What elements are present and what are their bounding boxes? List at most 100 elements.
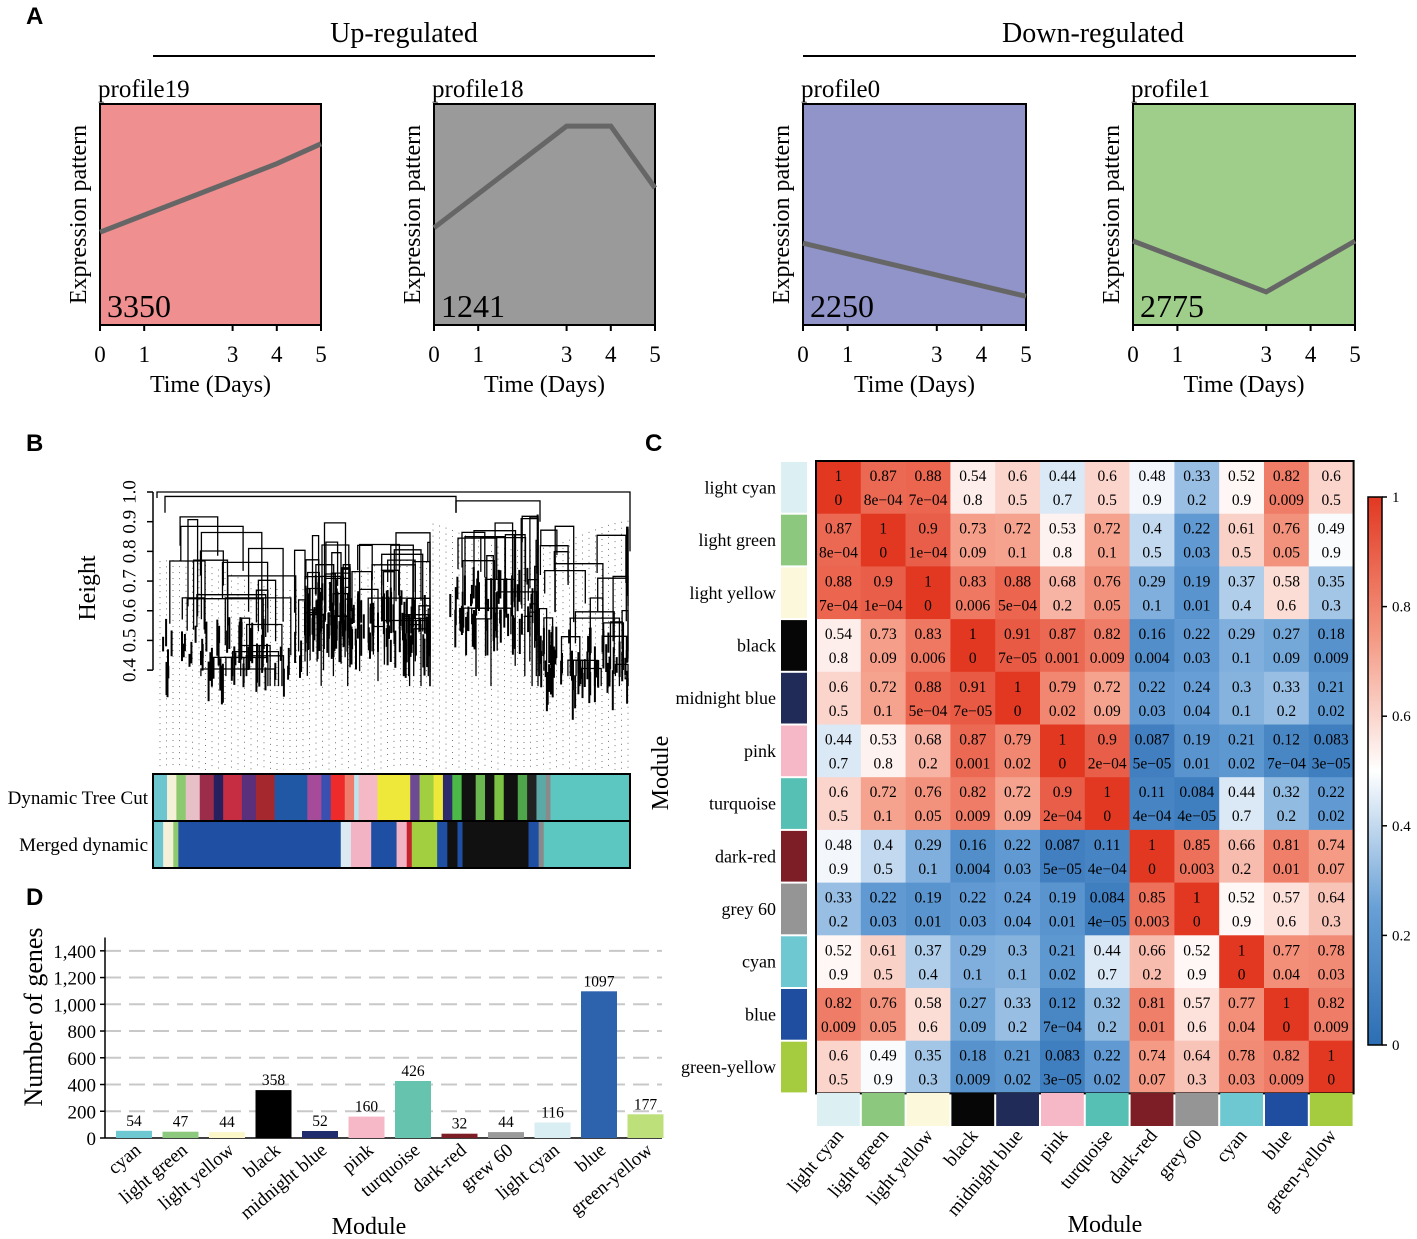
profile0-x-tick-label: 4 — [976, 342, 988, 367]
profile18-x-tick-label: 1 — [472, 342, 484, 367]
heatmap-correlation-value: 0.52 — [1228, 890, 1255, 907]
heatmap-cell — [816, 882, 862, 936]
heatmap-column-swatch — [951, 1093, 995, 1126]
heatmap-correlation-value: 0.22 — [1318, 784, 1345, 801]
heatmap-x-axis-label: Module — [1068, 1212, 1143, 1238]
heatmap-p-value: 0.04 — [1004, 914, 1031, 931]
heatmap-correlation-value: 0.27 — [1273, 626, 1300, 643]
heatmap-cell — [1308, 671, 1354, 725]
heatmap-cell — [950, 777, 996, 831]
heatmap-correlation-value: 0.084 — [1090, 890, 1125, 907]
heatmap-cell — [1129, 882, 1175, 936]
heatmap-cell — [860, 513, 906, 567]
heatmap-cell — [1264, 777, 1310, 831]
heatmap-cell — [950, 671, 996, 725]
bar-value-label: 160 — [355, 1099, 379, 1116]
heatmap-p-value: 0.1 — [1142, 597, 1161, 614]
heatmap-cell — [1129, 724, 1175, 778]
heatmap-p-value: 5e−05 — [1133, 756, 1172, 773]
profile18-x-tick-label: 3 — [561, 342, 573, 367]
heatmap-cell — [950, 935, 996, 989]
profile19-x-tick-label: 3 — [227, 342, 239, 367]
heatmap-cell — [816, 724, 862, 778]
bar-light-green — [162, 1131, 199, 1138]
heatmap-cell — [1219, 724, 1265, 778]
heatmap-p-value: 5e−04 — [909, 703, 948, 720]
heatmap-correlation-value: 0.083 — [1314, 732, 1349, 749]
dendrogram-y-tick-label: 0.4 — [119, 658, 140, 682]
heatmap-cell — [1264, 619, 1310, 673]
heatmap-p-value: 8e−04 — [864, 492, 903, 509]
heatmap-correlation-value: 0.82 — [1273, 468, 1300, 485]
heatmap-p-value: 0.09 — [959, 1019, 986, 1036]
module-color-segment — [437, 821, 448, 868]
profile1-x-tick-label: 1 — [1172, 342, 1184, 367]
dendrogram-branches — [156, 491, 631, 720]
heatmap-cell — [995, 671, 1041, 725]
dendrogram-main-branch — [164, 495, 457, 513]
heatmap-correlation-value: 0.24 — [1004, 890, 1031, 907]
bar-light-cyan — [534, 1122, 571, 1138]
heatmap-cell — [905, 1040, 951, 1094]
heatmap-cell — [1264, 935, 1310, 989]
profile18-title: profile18 — [432, 76, 524, 103]
heatmap-column-swatch — [1041, 1093, 1084, 1126]
heatmap-correlation-value: 0.6 — [1008, 468, 1028, 485]
heatmap-p-value: 0.1 — [918, 861, 937, 878]
module-color-segment — [494, 774, 505, 821]
heatmap-p-value: 2e−04 — [1088, 756, 1127, 773]
heatmap-cell — [1084, 988, 1130, 1041]
heatmap-cell — [1129, 566, 1175, 620]
heatmap-correlation-value: 0.37 — [1228, 573, 1255, 590]
heatmap-p-value: 0.009 — [1314, 650, 1349, 667]
heatmap-cell — [1174, 461, 1220, 514]
heatmap-cell — [816, 461, 862, 514]
dendrogram-branch — [187, 518, 199, 617]
dendrogram-y-axis-label: Height — [75, 555, 101, 621]
heatmap-p-value: 4e−05 — [1177, 808, 1216, 825]
dendrogram-branch — [221, 561, 269, 609]
heatmap-cell — [950, 1040, 996, 1094]
heatmap-cell — [950, 619, 996, 673]
heatmap-correlation-value: 0.6 — [829, 1048, 849, 1065]
colorbar-tick-label: 0 — [1392, 1038, 1400, 1054]
heatmap-p-value: 0.8 — [829, 650, 849, 667]
profile19-trend-line — [99, 141, 323, 235]
module-color-segment — [340, 821, 352, 868]
profile18-x-tick-label: 5 — [649, 342, 661, 367]
bar-y-tick-label: 1,000 — [53, 995, 96, 1016]
panel-label-d: D — [26, 884, 43, 911]
heatmap-p-value: 0.03 — [1004, 861, 1031, 878]
heatmap-correlation-value: 0.57 — [1183, 995, 1210, 1012]
profile1-x-axis-label: Time (Days) — [1183, 372, 1304, 398]
dendrogram-branch — [224, 597, 292, 656]
profile18-x-tick-label: 0 — [428, 342, 440, 367]
heatmap-p-value: 0.1 — [874, 703, 893, 720]
dendrogram-branch — [544, 569, 586, 604]
heatmap-correlation-value: 0.57 — [1273, 890, 1300, 907]
heatmap-p-value: 0.05 — [870, 1019, 897, 1036]
heatmap-correlation-value: 0.16 — [959, 837, 986, 854]
heatmap-correlation-value: 0.78 — [1318, 942, 1345, 959]
heatmap-cell — [905, 566, 951, 620]
dendrogram-root-branch — [156, 491, 631, 552]
heatmap-cell — [1264, 566, 1310, 620]
heatmap-p-value: 0.004 — [955, 861, 990, 878]
heatmap-correlation-value: 0.72 — [870, 679, 897, 696]
heatmap-correlation-value: 0.87 — [959, 732, 986, 749]
heatmap-cell — [1308, 988, 1354, 1041]
heatmap-correlation-value: 0.35 — [1318, 573, 1345, 590]
heatmap-cell — [1040, 777, 1086, 831]
heatmap-row-label: cyan — [742, 952, 776, 972]
bar-y-tick-label: 0 — [87, 1129, 97, 1150]
heatmap-p-value: 0.3 — [918, 1072, 938, 1089]
heatmap-correlation-value: 0.44 — [825, 732, 852, 749]
heatmap-p-value: 4e−05 — [1088, 914, 1127, 931]
heatmap-cell — [816, 777, 862, 831]
heatmap-correlation-value: 0.44 — [1228, 784, 1255, 801]
heatmap-p-value: 5e−04 — [998, 597, 1037, 614]
heatmap-correlation-value: 0.21 — [1049, 942, 1076, 959]
heatmap-p-value: 0 — [1238, 966, 1246, 983]
panel-b-dendrogram: 1.0 0.9 0.8 0.7 0.6 0.5 0.4 Height Dynamic Tree … — [8, 480, 631, 869]
